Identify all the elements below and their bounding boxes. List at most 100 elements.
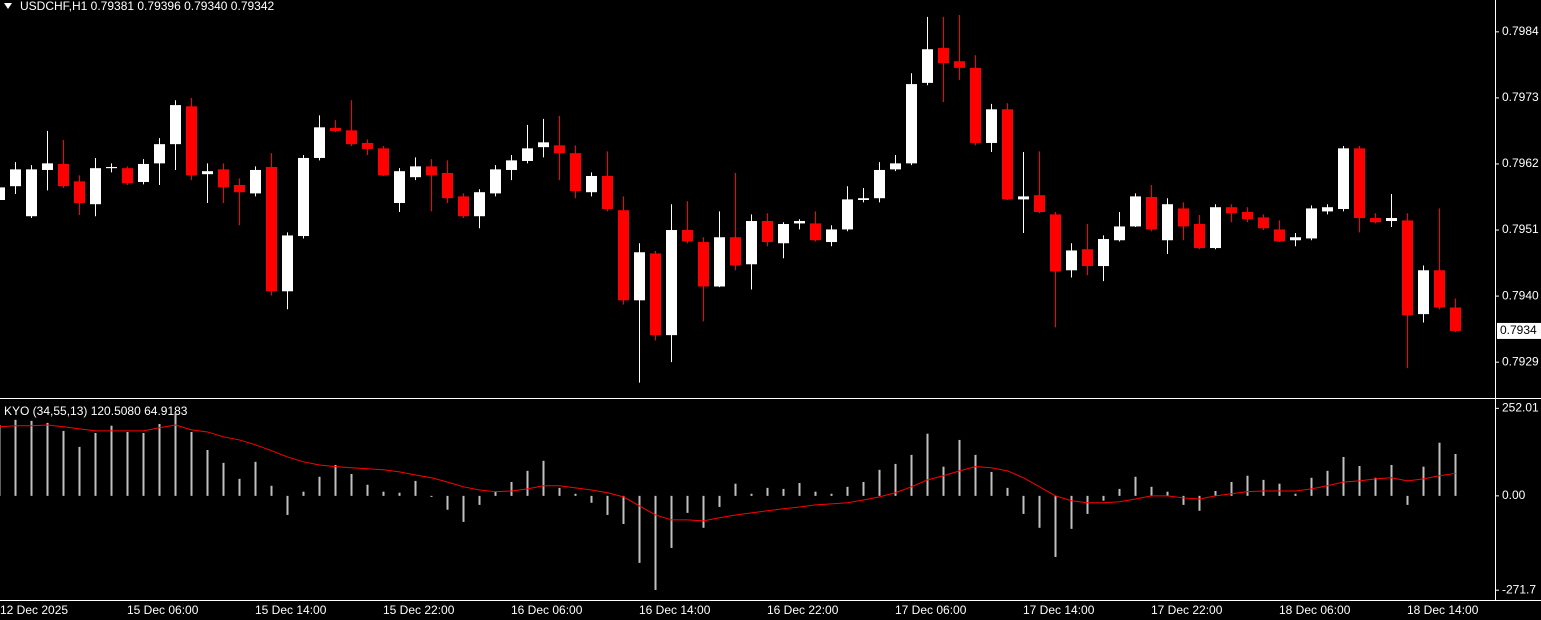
y-tick-label: 252.01 (1502, 401, 1539, 415)
candle-body (378, 148, 389, 176)
candle-body (1034, 195, 1045, 213)
candle-body (410, 166, 421, 178)
candle-body (938, 48, 949, 64)
candle-body (874, 169, 885, 199)
candle-body (58, 163, 69, 187)
candle-body (714, 237, 725, 287)
candle-body (26, 169, 37, 217)
candle-body (778, 224, 789, 244)
candle-body (1290, 237, 1301, 241)
candle-body (986, 109, 997, 143)
candle-body (1114, 226, 1125, 241)
candle-body (250, 169, 261, 194)
candle-body (1002, 109, 1013, 200)
candle-body (698, 242, 709, 287)
x-tick-label: 16 Dec 14:00 (639, 603, 711, 617)
candle-body (1306, 208, 1317, 239)
candle-body (682, 230, 693, 242)
candle-body (1274, 229, 1285, 242)
candle-body (954, 61, 965, 68)
candle-body (1226, 207, 1237, 214)
y-tick-label: 0.7962 (1502, 156, 1539, 170)
candle-body (842, 199, 853, 230)
candle-body (1434, 270, 1445, 308)
candle-body (1050, 214, 1061, 272)
candle-body (634, 252, 645, 301)
candle-body (1386, 218, 1397, 222)
candle-body (74, 181, 85, 204)
x-tick-label: 16 Dec 06:00 (511, 603, 583, 617)
candle-body (1178, 208, 1189, 227)
y-tick-label: 0.7984 (1502, 24, 1539, 38)
candle-body (266, 166, 277, 292)
price-marker (1497, 322, 1541, 339)
candle-body (826, 229, 837, 243)
candle-body (90, 168, 101, 205)
x-tick-label: 15 Dec 22:00 (383, 603, 455, 617)
candle-body (106, 166, 117, 169)
candle-body (586, 175, 597, 193)
candle-body (538, 142, 549, 148)
candle-body (42, 163, 53, 170)
candle-body (922, 49, 933, 83)
x-tick-label: 17 Dec 14:00 (1023, 603, 1095, 617)
candle-body (1098, 239, 1109, 267)
candle-body (362, 142, 373, 149)
candle-body (122, 168, 133, 184)
price-marker-label: 0.7934 (1500, 323, 1537, 337)
candle-body (1258, 217, 1269, 229)
candle-body (394, 171, 405, 204)
candle-body (1450, 307, 1461, 331)
y-tick-label: 0.7951 (1502, 222, 1539, 236)
signal-line (0, 424, 1456, 522)
candle-body (1130, 196, 1141, 227)
candle-body (282, 235, 293, 292)
candle-body (746, 221, 757, 265)
candle-body (1402, 220, 1413, 316)
x-tick-label: 15 Dec 14:00 (255, 603, 327, 617)
x-tick-label: 17 Dec 06:00 (895, 603, 967, 617)
candle-body (794, 221, 805, 224)
candle-body (1066, 250, 1077, 271)
x-tick-label: 16 Dec 22:00 (767, 603, 839, 617)
candle-body (314, 127, 325, 158)
candle-body (666, 230, 677, 336)
x-tick-label: 18 Dec 14:00 (1407, 603, 1479, 617)
candle-body (0, 187, 5, 201)
candle-body (330, 127, 341, 131)
candle-body (474, 192, 485, 217)
x-tick-label: 17 Dec 22:00 (1151, 603, 1223, 617)
x-tick-label: 18 Dec 06:00 (1279, 603, 1351, 617)
candle-body (554, 145, 565, 154)
candle-body (298, 157, 309, 237)
candle-body (1018, 196, 1029, 200)
candle-body (1162, 204, 1173, 241)
candle-body (1418, 270, 1429, 315)
x-tick-label: 12 Dec 2025 (0, 603, 68, 617)
y-tick-label: 0.7973 (1502, 90, 1539, 104)
candle-body (234, 184, 245, 193)
chart-title: USDCHF,H1 0.79381 0.79396 0.79340 0.7934… (20, 0, 275, 13)
candle-body (490, 169, 501, 194)
candle-body (1242, 212, 1253, 220)
candle-body (202, 171, 213, 175)
indicator-title: KYO (34,55,13) 120.5080 64.9183 (4, 404, 188, 418)
candle-body (186, 106, 197, 176)
candle-body (1370, 218, 1381, 223)
candle-body (1354, 148, 1365, 219)
candle-body (1194, 224, 1205, 249)
candle-body (970, 67, 981, 143)
candle-body (1338, 148, 1349, 210)
candle-body (442, 172, 453, 199)
y-tick-label: 0.7940 (1502, 288, 1539, 302)
candle-body (858, 198, 869, 201)
candle-body (154, 144, 165, 164)
candle-body (650, 253, 661, 336)
menu-triangle (4, 3, 12, 9)
candle-body (1146, 196, 1157, 230)
candle-body (890, 163, 901, 170)
candle-body (426, 166, 437, 176)
y-tick-label: 0.7929 (1502, 354, 1539, 368)
candle-body (170, 105, 181, 145)
candle-body (602, 175, 613, 210)
